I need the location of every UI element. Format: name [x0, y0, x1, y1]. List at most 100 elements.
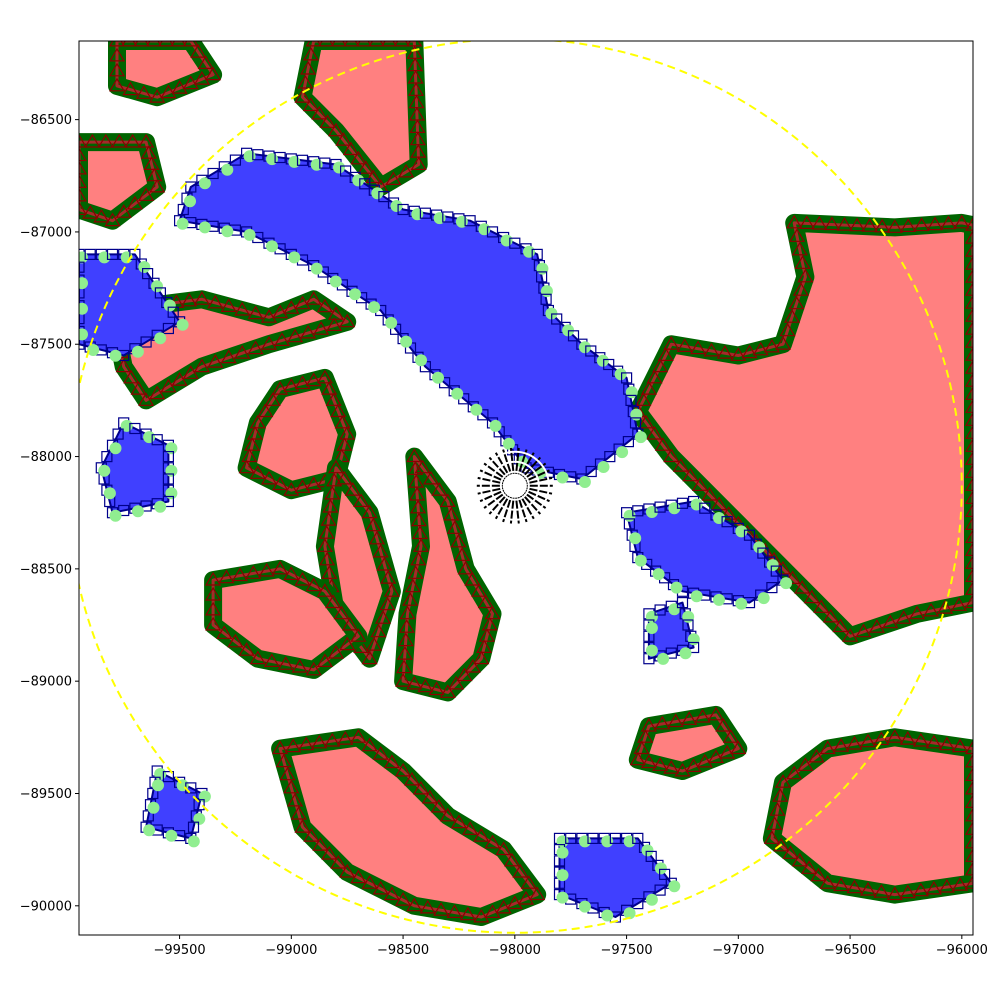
triangle-marker [964, 848, 973, 862]
triangle-marker [330, 854, 347, 869]
triangle-marker [786, 214, 803, 229]
triangle-marker [846, 735, 863, 750]
triangle-marker [964, 425, 973, 439]
circle-marker [193, 812, 206, 825]
triangle-marker [123, 369, 140, 384]
square-marker [79, 313, 85, 325]
x-tick-label: −96500 [824, 943, 876, 958]
triangle-marker [395, 659, 413, 674]
blue-region [95, 417, 178, 522]
triangle-marker [325, 594, 342, 609]
triangle-marker [409, 486, 426, 501]
triangle-marker [115, 204, 132, 218]
triangle-marker [407, 82, 425, 96]
center-ring [499, 470, 530, 501]
center-marker-layer [476, 447, 553, 524]
triangle-marker [462, 821, 479, 835]
square-marker [743, 529, 756, 541]
triangle-marker [205, 571, 222, 586]
triangle-marker [640, 381, 657, 395]
triangle-marker [495, 841, 512, 856]
red-region-line [245, 376, 349, 492]
triangle-marker [964, 780, 973, 795]
triangle-marker [383, 583, 400, 597]
square-marker [551, 313, 563, 325]
triangle-marker [454, 547, 471, 561]
triangle-marker [484, 834, 501, 849]
triangle-marker [410, 512, 428, 527]
circle-marker [623, 907, 636, 920]
circle-marker [131, 505, 144, 518]
square-marker [587, 832, 599, 845]
triangle-marker [410, 156, 427, 170]
blue-regions-layer [79, 147, 792, 923]
triangle-marker [791, 241, 808, 256]
circle-marker [556, 846, 569, 859]
triangle-marker [300, 60, 317, 75]
triangle-marker [393, 41, 410, 47]
triangle-marker [446, 904, 463, 918]
triangle-marker [654, 437, 671, 451]
triangle-marker [108, 77, 126, 92]
triangle-marker [794, 579, 811, 594]
triangle-marker [365, 637, 383, 651]
triangle-marker [640, 754, 657, 769]
triangle-marker [473, 650, 490, 665]
triangle-marker [218, 569, 235, 584]
triangle-marker [272, 381, 289, 395]
square-marker [378, 191, 390, 203]
triangle-marker [133, 41, 150, 47]
circle-marker [679, 647, 692, 660]
circle-marker [556, 891, 569, 904]
triangle-marker [464, 658, 481, 673]
blue-region [553, 832, 681, 923]
circle-marker [184, 195, 196, 208]
triangle-marker [319, 114, 336, 128]
triangle-marker [350, 150, 367, 165]
circle-marker [641, 844, 654, 857]
triangle-marker [108, 62, 126, 77]
triangle-marker [439, 807, 456, 822]
triangle-marker [696, 753, 713, 768]
circle-marker [616, 446, 629, 459]
triangle-marker [652, 757, 669, 771]
triangle-marker [964, 861, 973, 876]
triangle-marker [730, 740, 747, 755]
square-marker [419, 207, 431, 219]
triangle-marker [408, 106, 425, 121]
triangle-marker [763, 830, 780, 844]
triangle-marker [272, 304, 289, 319]
circle-marker [634, 431, 647, 444]
square-marker [567, 330, 580, 342]
triangle-marker [964, 568, 973, 582]
triangle-marker [798, 215, 815, 229]
triangle-marker [895, 610, 912, 624]
triangle-marker [336, 437, 353, 451]
triangle-marker [873, 731, 890, 746]
triangle-marker [882, 614, 899, 629]
circle-marker [154, 332, 167, 345]
circle-marker [98, 251, 111, 264]
circle-marker [109, 442, 122, 455]
circle-marker [163, 299, 176, 312]
x-tick-label: −99500 [153, 943, 205, 958]
triangle-marker [343, 41, 360, 47]
triangle-marker [263, 653, 280, 667]
circle-marker [385, 316, 398, 329]
circle-marker [371, 187, 384, 200]
triangle-marker [193, 291, 210, 305]
triangle-marker [82, 205, 99, 219]
x-tick-label: −98000 [489, 943, 541, 958]
triangle-marker [720, 506, 737, 520]
triangle-marker [457, 560, 474, 575]
circle-marker [645, 622, 658, 634]
circle-marker [310, 158, 323, 171]
square-marker [766, 581, 778, 594]
triangle-marker [324, 485, 341, 500]
blue-region [79, 248, 189, 362]
boundary-circle [79, 41, 963, 934]
triangle-marker [320, 512, 337, 526]
triangle-marker [473, 908, 490, 923]
triangle-marker [797, 268, 814, 283]
triangle-marker [297, 74, 314, 89]
